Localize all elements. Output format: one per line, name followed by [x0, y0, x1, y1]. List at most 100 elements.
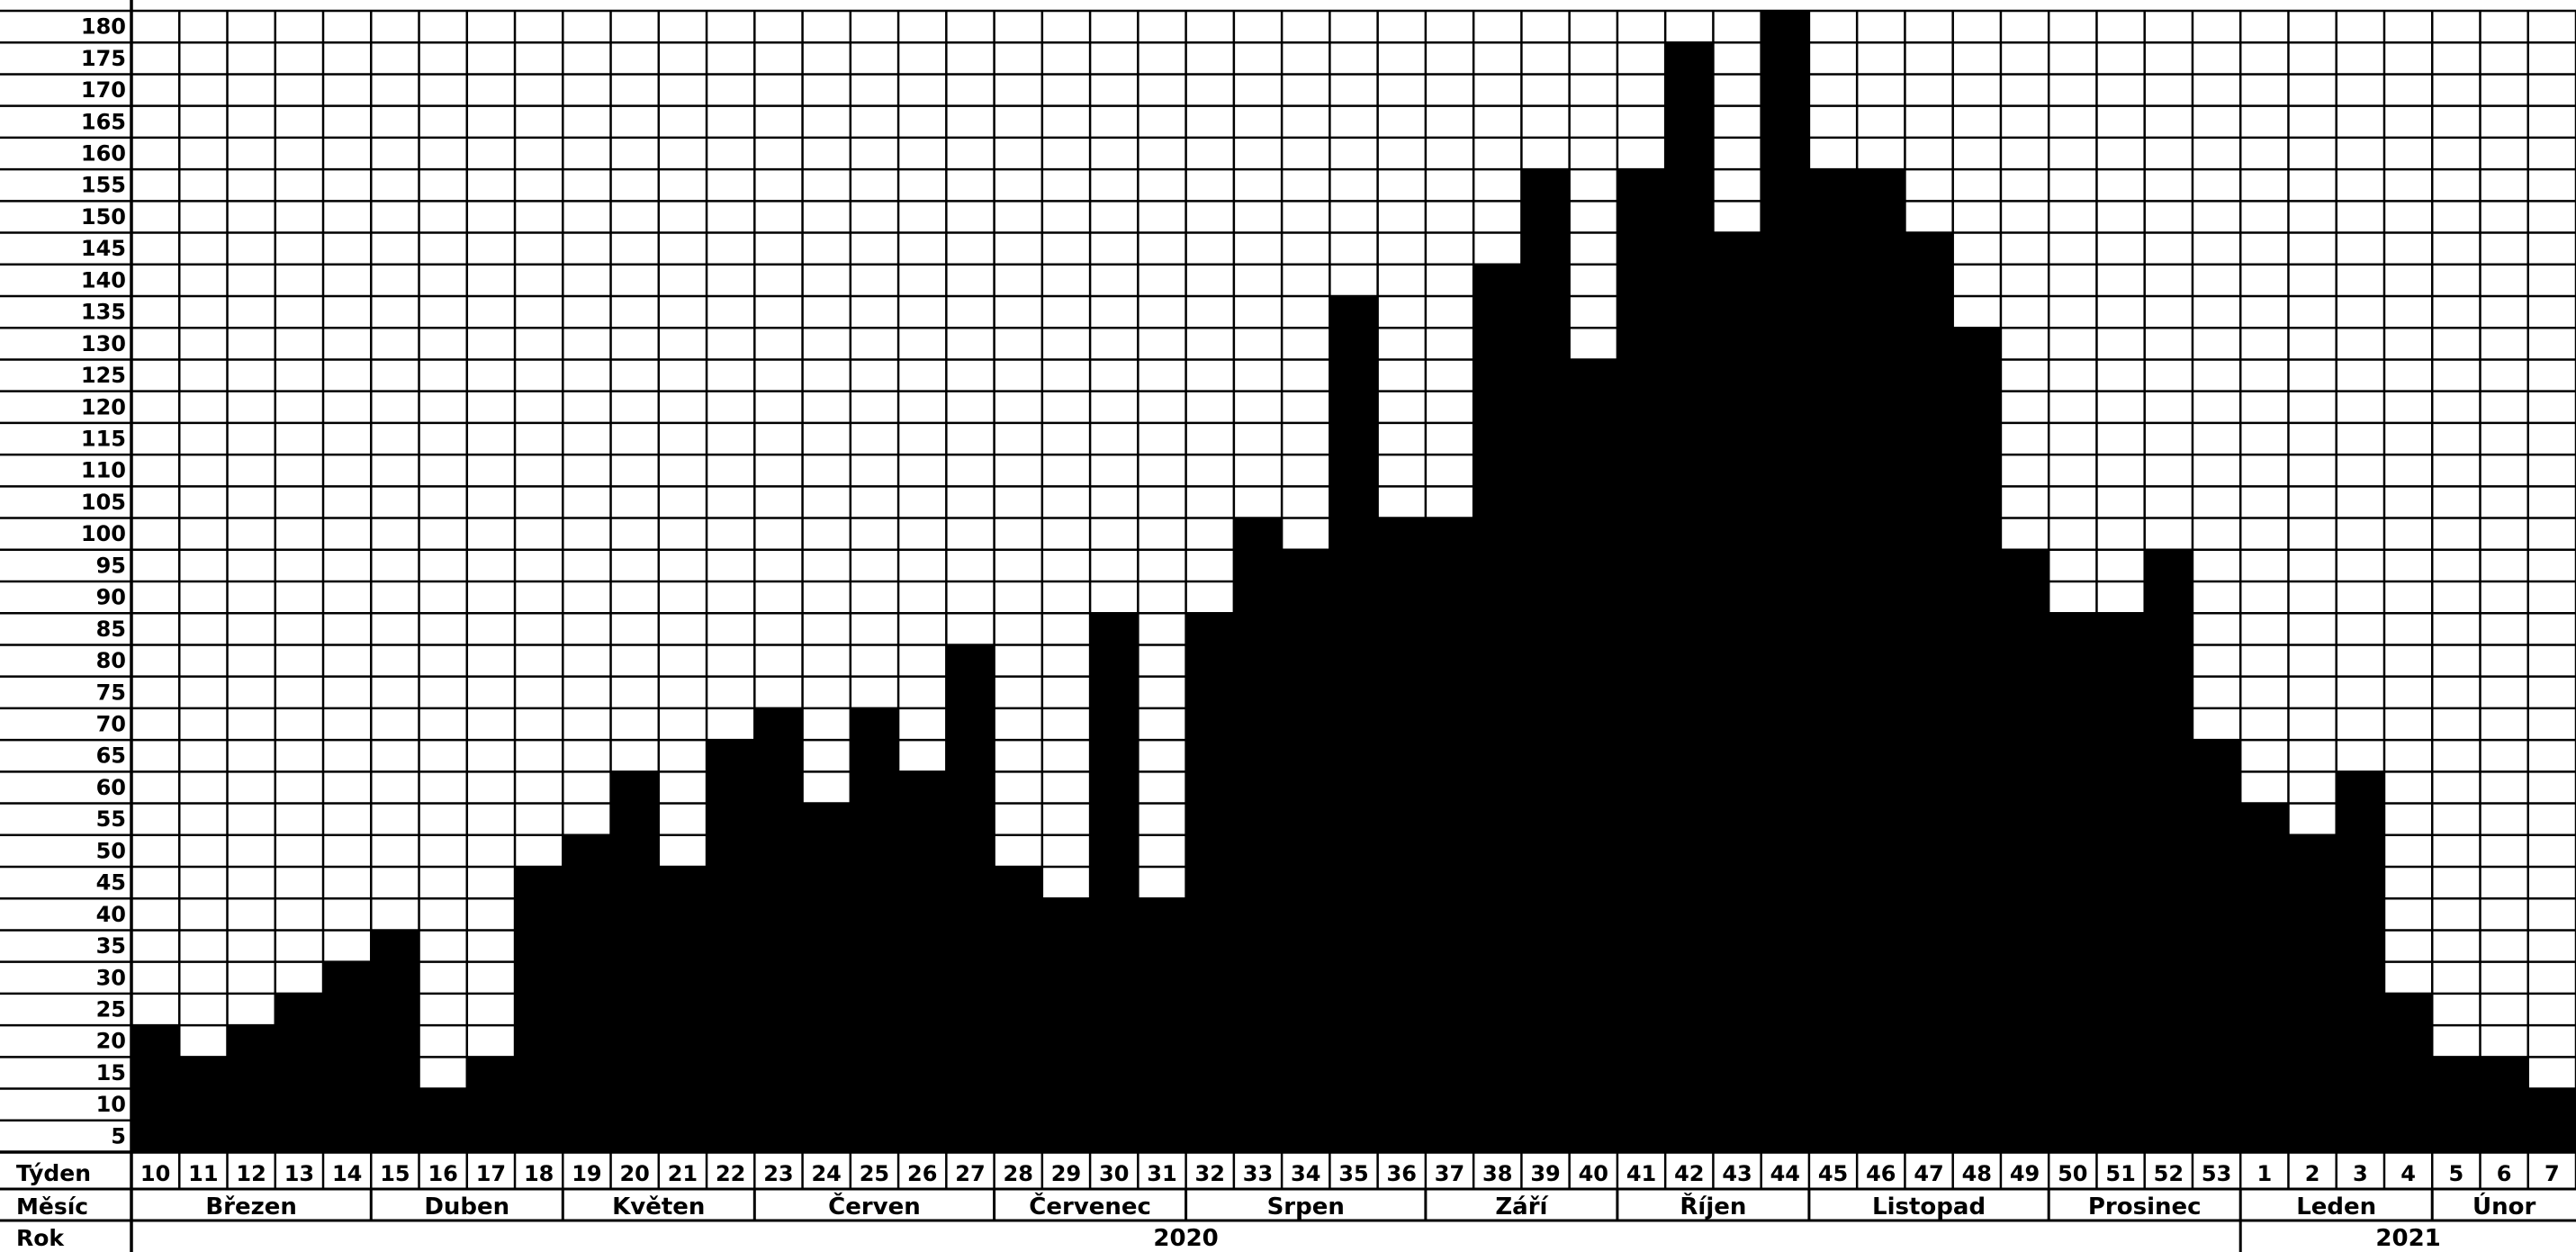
grid-cell	[707, 707, 755, 741]
grid-cell	[1041, 613, 1091, 645]
grid-cell	[946, 422, 995, 455]
grid-cell	[1138, 74, 1186, 106]
grid-cell	[2336, 581, 2384, 614]
grid-cell	[1377, 137, 1426, 170]
grid-cell	[1473, 42, 1522, 75]
grid-cell	[515, 549, 563, 581]
grid-cell	[802, 42, 851, 75]
grid-cell	[1952, 42, 2001, 75]
grid-cell	[371, 867, 419, 899]
bar-week-53	[2192, 740, 2241, 1152]
month-label: Březen	[205, 1193, 297, 1220]
bar-week-39	[1521, 169, 1570, 1153]
grid-cell	[466, 422, 516, 455]
grid-cell	[371, 740, 419, 772]
grid-cell	[1233, 137, 1283, 170]
row-label-week: Týden	[16, 1160, 91, 1186]
grid-cell	[371, 422, 419, 455]
y-tick-label: 135	[81, 300, 126, 325]
grid-cell	[466, 644, 516, 677]
grid-cell	[275, 961, 324, 994]
grid-cell	[1041, 169, 1091, 202]
grid-cell	[2480, 707, 2528, 741]
grid-cell	[131, 328, 180, 360]
grid-cell	[323, 11, 372, 43]
grid-cell	[1473, 232, 1522, 265]
grid-cell	[1425, 391, 1474, 423]
row-label-month: Měsíc	[16, 1193, 88, 1220]
grid-cell	[2480, 42, 2528, 75]
grid-cell	[131, 359, 180, 392]
grid-cell	[2527, 105, 2576, 138]
grid-cell	[898, 328, 947, 360]
grid-cell	[2049, 74, 2097, 106]
grid-cell	[1185, 518, 1234, 550]
grid-cell	[2144, 201, 2193, 233]
week-tick-label: 12	[236, 1161, 266, 1186]
grid-cell	[2192, 391, 2241, 423]
grid-cell	[2240, 455, 2289, 487]
grid-cell	[179, 137, 228, 170]
bar-week-41	[1617, 169, 1666, 1153]
grid-cell	[515, 11, 563, 43]
week-tick-label: 6	[2497, 1161, 2512, 1186]
grid-cell	[2192, 581, 2241, 614]
week-tick-label: 16	[428, 1161, 457, 1186]
grid-cell	[2480, 232, 2528, 265]
grid-cell	[323, 613, 372, 645]
bar-week-1	[2240, 803, 2289, 1152]
grid-cell	[515, 391, 563, 423]
grid-cell	[1282, 486, 1330, 518]
week-tick-label: 31	[1147, 1161, 1176, 1186]
grid-cell	[2049, 42, 2097, 75]
grid-cell	[323, 930, 372, 962]
grid-cell	[371, 137, 419, 170]
grid-cell	[2000, 74, 2049, 106]
grid-cell	[563, 422, 611, 455]
week-tick-label: 50	[2058, 1161, 2087, 1186]
grid-cell	[515, 834, 563, 867]
grid-cell	[2049, 549, 2097, 581]
grid-cell	[131, 11, 180, 43]
grid-cell	[1569, 169, 1617, 202]
grid-cell	[131, 867, 180, 899]
grid-cell	[2240, 328, 2289, 360]
grid-cell	[994, 232, 1042, 265]
grid-cell	[323, 803, 372, 835]
grid-cell	[466, 898, 516, 931]
grid-cell	[658, 169, 707, 202]
grid-cell	[2432, 11, 2481, 43]
grid-cell	[1138, 169, 1186, 202]
grid-cell	[850, 11, 899, 43]
grid-cell	[1377, 11, 1426, 43]
grid-cell	[419, 296, 467, 329]
week-tick-label: 48	[1962, 1161, 1992, 1186]
grid-cell	[898, 486, 947, 518]
month-label: Prosinec	[2088, 1193, 2202, 1220]
grid-cell	[2096, 264, 2145, 296]
grid-cell	[227, 961, 275, 994]
grid-cell	[1617, 137, 1666, 170]
grid-cell	[131, 105, 180, 138]
grid-cell	[754, 137, 803, 170]
grid-cell	[1425, 201, 1474, 233]
grid-cell	[179, 232, 228, 265]
y-tick-label: 115	[81, 427, 126, 452]
grid-cell	[2049, 391, 2097, 423]
grid-cell	[1569, 201, 1617, 233]
grid-cell	[1041, 105, 1091, 138]
grid-cell	[994, 296, 1042, 329]
grid-cell	[754, 169, 803, 202]
grid-cell	[419, 169, 467, 202]
grid-cell	[179, 264, 228, 296]
grid-cell	[275, 707, 324, 741]
grid-cell	[658, 328, 707, 360]
grid-cell	[1425, 486, 1474, 518]
grid-cell	[1377, 328, 1426, 360]
grid-cell	[658, 422, 707, 455]
grid-cell	[227, 328, 275, 360]
grid-cell	[179, 105, 228, 138]
grid-cell	[2432, 296, 2481, 329]
grid-cell	[179, 201, 228, 233]
grid-cell	[2527, 42, 2576, 75]
